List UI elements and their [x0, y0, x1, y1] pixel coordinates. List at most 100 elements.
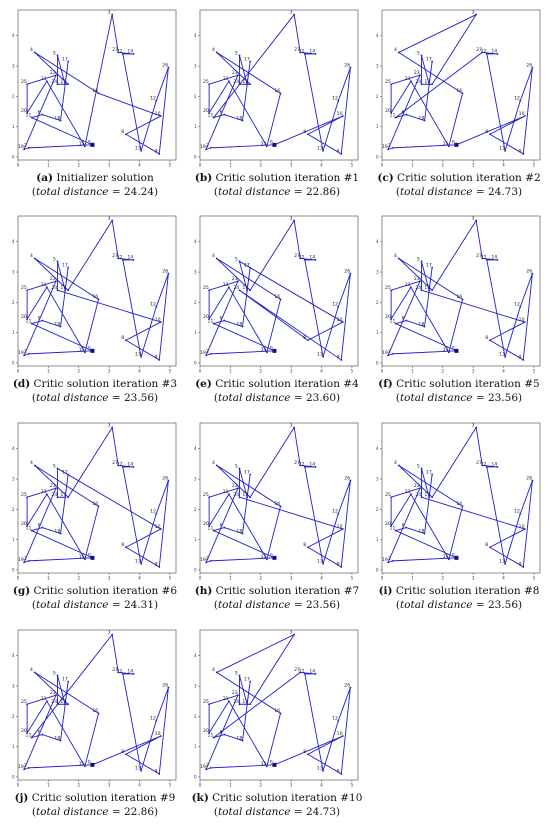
node-label: 2 — [388, 556, 391, 562]
node-label: 1 — [242, 699, 245, 705]
node-label: 17 — [426, 56, 432, 62]
customer-point — [496, 53, 499, 55]
panel-caption: (j) Critic solution iteration #9 — [6, 792, 184, 805]
plot-frame — [381, 9, 541, 161]
y-tick-label: 2 — [12, 507, 15, 512]
x-tick-label: 3 — [472, 369, 475, 374]
node-label: 24 — [51, 79, 57, 85]
customer-point — [97, 505, 100, 508]
node-label: 4 — [30, 47, 33, 53]
panel-caption: (h) Critic solution iteration #7 — [188, 585, 366, 598]
customer-point — [306, 133, 309, 136]
x-tick-label: 5 — [351, 163, 354, 168]
customer-point — [140, 770, 142, 772]
x-tick-label: 5 — [169, 163, 172, 168]
customer-point — [67, 60, 70, 63]
node-label: 25 — [385, 79, 391, 85]
node-label: 27 — [112, 253, 118, 259]
customer-point — [523, 321, 526, 323]
node-label: 19 — [200, 144, 206, 150]
customer-point — [475, 219, 478, 222]
customer-point — [167, 272, 170, 275]
node-label: 26 — [526, 475, 532, 481]
node-label: 8 — [303, 542, 306, 548]
node-label: 9 — [519, 149, 522, 155]
customer-point — [26, 703, 29, 706]
customer-point — [340, 566, 343, 568]
y-tick-label: 3 — [194, 683, 197, 688]
node-label: 22 — [481, 462, 487, 468]
customer-point — [340, 359, 343, 361]
node-label: 0 — [452, 346, 455, 352]
customer-point — [111, 13, 114, 16]
customer-point — [208, 732, 211, 734]
metric-value: 23.56 — [123, 392, 155, 404]
customer-point — [41, 733, 44, 736]
chart-panel: 0 1 2 3 4 5 0 1 2 3 4 0 1 2 3 4 5 6 7 8 9 10 11 12 13 14 15 16 17 18 1… — [188, 622, 366, 828]
y-tick-label: 0 — [12, 567, 15, 572]
metric-label: total distance — [35, 599, 109, 611]
node-label: 23 — [50, 276, 56, 282]
node-label: 17 — [426, 262, 432, 268]
customer-point — [205, 561, 207, 564]
node-label: 22 — [117, 669, 123, 675]
node-label: 9 — [155, 149, 158, 155]
node-label: 27 — [112, 460, 118, 466]
x-tick-label: 1 — [411, 576, 414, 581]
customer-point — [405, 319, 408, 322]
customer-point — [420, 289, 423, 292]
x-tick-label: 5 — [351, 576, 354, 581]
customer-point — [420, 467, 423, 470]
depot-marker — [272, 142, 277, 147]
node-label: 2 — [24, 556, 27, 562]
node-label: 11 — [208, 525, 214, 531]
node-label: 26 — [162, 682, 168, 688]
node-label: 4 — [30, 253, 33, 259]
route-plot: 0 1 2 3 4 5 0 1 2 3 4 0 1 2 3 4 5 6 7 8 9 10 11 12 13 14 15 16 17 18 1… — [188, 208, 366, 376]
customer-point — [390, 83, 393, 86]
panel-caption: (c) Critic solution iteration #2 — [370, 172, 548, 185]
customer-point — [419, 74, 421, 77]
node-label: 3 — [108, 629, 111, 635]
chart-panel: 0 1 2 3 4 5 0 1 2 3 4 0 1 2 3 4 5 6 7 8 9 10 11 12 13 14 15 16 17 18 1… — [188, 208, 366, 414]
node-label: 5 — [53, 463, 56, 469]
customer-point — [55, 280, 57, 283]
node-label: 10 — [337, 524, 343, 530]
customer-point — [265, 351, 268, 354]
customer-point — [212, 116, 215, 119]
route-plot-svg: 0 1 2 3 4 50123401234567891011121314151617181… — [12, 422, 177, 581]
y-tick-label: 4 — [12, 446, 15, 451]
route-plot-svg: 0 1 2 3 4 50123401234567891011121314151617181… — [376, 215, 541, 374]
node-label: 16 — [274, 88, 280, 94]
node-label: 25 — [21, 492, 27, 498]
metric-value: 24.24 — [123, 186, 155, 198]
customer-point — [249, 496, 252, 499]
node-label: 1 — [60, 699, 63, 705]
customer-point — [238, 83, 241, 86]
caption-text: Critic solution iteration #5 — [396, 378, 540, 390]
depot-marker — [90, 348, 95, 353]
customer-point — [431, 473, 434, 476]
customer-point — [481, 51, 484, 54]
node-label: 19 — [18, 350, 24, 356]
node-label: 7 — [245, 285, 248, 291]
node-label: 25 — [203, 492, 209, 498]
chart-panel: 0 1 2 3 4 5 0 1 2 3 4 0 1 2 3 4 5 6 7 8 9 10 11 12 13 14 15 16 17 18 1… — [188, 415, 366, 621]
caption-text: Critic solution iteration #9 — [31, 792, 176, 804]
customer-point — [485, 259, 488, 261]
customer-point — [23, 768, 25, 771]
node-label: 27 — [294, 253, 300, 259]
node-label: 19 — [382, 557, 388, 563]
customer-point — [67, 473, 70, 476]
customer-point — [246, 83, 248, 86]
node-label: 17 — [62, 262, 68, 268]
node-label: 18 — [54, 321, 60, 327]
node-label: 9 — [155, 769, 158, 775]
customer-point — [140, 150, 142, 152]
metric-label: total distance — [35, 806, 109, 818]
y-tick-label: 4 — [376, 33, 379, 38]
node-label: 12 — [514, 96, 520, 102]
node-label: 18 — [236, 735, 242, 741]
customer-point — [249, 473, 252, 476]
node-label: 14 — [491, 255, 497, 261]
